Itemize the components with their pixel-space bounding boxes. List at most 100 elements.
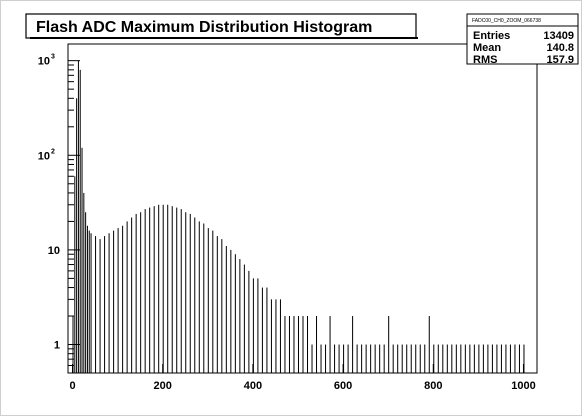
histogram-bin [325, 344, 327, 373]
histogram-bin [126, 221, 128, 373]
histogram-bin [469, 344, 471, 373]
histogram-bin [442, 344, 444, 373]
histogram-bin [478, 344, 480, 373]
histogram-bin [149, 207, 151, 373]
histogram-bin [496, 344, 498, 373]
y-tick-label: 10 [48, 245, 60, 257]
histogram-bars [72, 60, 525, 374]
histogram-bin [352, 316, 354, 373]
histogram-bin [316, 316, 318, 373]
histogram-bin [275, 299, 277, 373]
histogram-bin [239, 259, 241, 373]
histogram-bin [347, 344, 349, 373]
histogram-bin [74, 176, 76, 373]
histogram-bin [338, 344, 340, 373]
histogram-bin [410, 344, 412, 373]
y-tick-exponent: 2 [51, 148, 55, 155]
histogram-bin [225, 245, 227, 373]
histogram-bin [117, 228, 119, 373]
histogram-bin [284, 316, 286, 373]
histogram-bin [307, 316, 309, 373]
chart-title: Flash ADC Maximum Distribution Histogram [36, 19, 372, 36]
histogram-bin [446, 344, 448, 373]
histogram-bin [171, 206, 173, 373]
histogram-bin [361, 344, 363, 373]
histogram-bin [185, 212, 187, 373]
histogram-bin [406, 344, 408, 373]
histogram-bin [140, 212, 142, 373]
histogram-bin [514, 344, 516, 373]
histogram-bin [270, 299, 272, 373]
histogram-bin [460, 344, 462, 373]
histogram-bin [397, 344, 399, 373]
histogram-bin [343, 344, 345, 373]
x-tick-label: 400 [244, 380, 262, 392]
stats-name: FADC00_CH0_ZOOM_066738 [472, 18, 541, 24]
histogram-bin [76, 98, 78, 374]
histogram-bin [370, 344, 372, 373]
histogram-bin [198, 221, 200, 373]
histogram-bin [491, 344, 493, 373]
histogram-bin [135, 213, 137, 373]
histogram-bin [365, 344, 367, 373]
stats-entries-label: Entries [473, 30, 510, 42]
histogram-bin [293, 316, 295, 373]
title-box: Flash ADC Maximum Distribution Histogram [25, 13, 418, 39]
histogram-bin [144, 209, 146, 373]
histogram-bin [248, 270, 250, 373]
histogram-bin [487, 344, 489, 373]
histogram-bin [500, 344, 502, 373]
histogram-bin [90, 233, 92, 373]
y-tick-label: 10 [38, 150, 50, 162]
histogram-bin [266, 287, 268, 373]
histogram-bin [207, 228, 209, 373]
histogram-bin [176, 207, 178, 373]
histogram-bin [288, 316, 290, 373]
histogram-bin [257, 278, 259, 373]
stats-rms-value: 157.9 [546, 54, 574, 66]
y-tick-exponent: 3 [51, 54, 55, 61]
histogram-bin [85, 212, 87, 373]
histogram-bin [374, 344, 376, 373]
histogram-bin [428, 316, 430, 373]
histogram-bin [203, 223, 205, 373]
histogram-bin [212, 230, 214, 373]
histogram-bin [437, 344, 439, 373]
histogram-bin [79, 69, 81, 374]
histogram-bin [523, 344, 525, 373]
histogram-bin [505, 344, 507, 373]
histogram-bin [279, 299, 281, 373]
histogram-bin [401, 344, 403, 373]
histogram-bin [383, 344, 385, 373]
histogram-bin [221, 239, 223, 373]
x-tick-label: 200 [154, 380, 172, 392]
histogram-bin [88, 230, 90, 373]
histogram-bin [108, 233, 110, 373]
histogram-bin [104, 236, 106, 373]
histogram-bin [77, 60, 79, 373]
histogram-bin [473, 344, 475, 373]
histogram-bin [451, 344, 453, 373]
histogram-bin [234, 254, 236, 373]
histogram-bin [334, 344, 336, 373]
histogram-bin [113, 230, 115, 373]
histogram-bin [320, 344, 322, 373]
histogram-bin [419, 344, 421, 373]
histogram-bin [311, 344, 313, 373]
histogram-bin [81, 147, 83, 373]
histogram-bin [83, 192, 85, 373]
histogram-bin [99, 239, 101, 373]
x-axis: 0 200 400 600 800 1000 [69, 364, 536, 392]
y-tick-label: 1 [54, 340, 60, 352]
x-tick-label: 600 [334, 380, 352, 392]
x-tick-label: 1000 [511, 380, 535, 392]
stats-entries-value: 13409 [543, 30, 574, 42]
histogram-bin [95, 236, 97, 373]
histogram-bin [131, 217, 133, 373]
histogram-bin [297, 316, 299, 373]
histogram-bin [455, 344, 457, 373]
histogram-bin [230, 249, 232, 373]
stats-mean-value: 140.8 [546, 42, 574, 54]
